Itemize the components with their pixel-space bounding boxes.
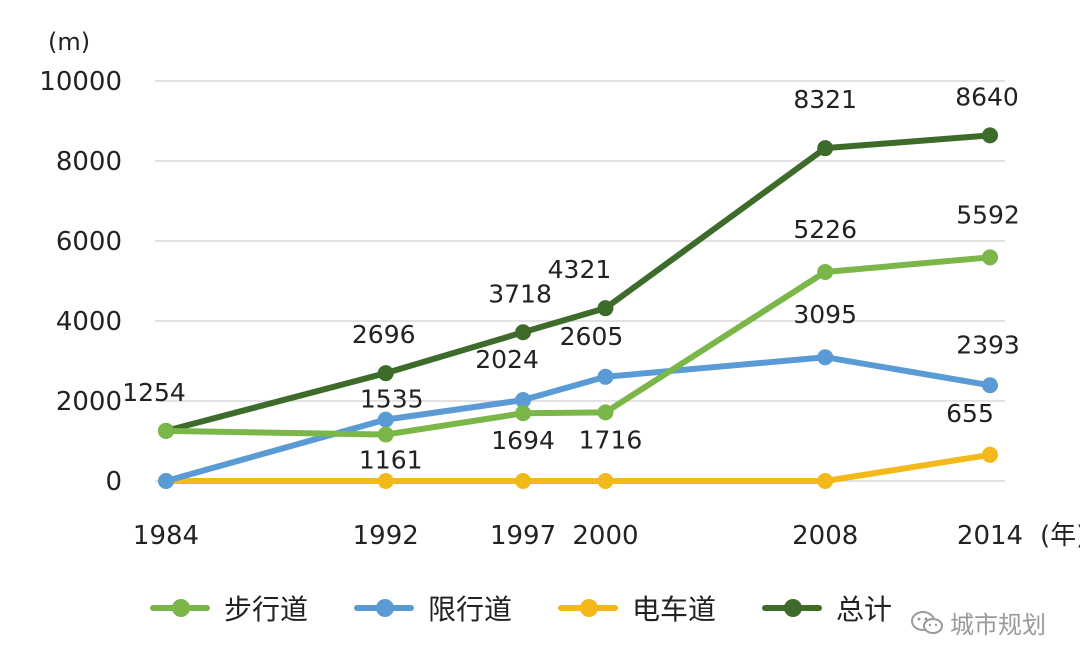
data-label-restricted-road: 2024 (475, 345, 539, 374)
data-label-total: 8640 (955, 82, 1019, 111)
legend-label: 电车道 (632, 593, 717, 626)
legend-label: 步行道 (224, 593, 309, 626)
data-point-walkway (515, 405, 532, 422)
series-line-restricted-road (163, 354, 993, 484)
data-point-walkway (377, 426, 394, 443)
data-label-restricted-road: 2393 (956, 330, 1020, 359)
y-tick-labels: 0 2000 4000 6000 8000 10000 (39, 67, 122, 497)
watermark: 城市规划 (910, 605, 1046, 640)
data-point-tram-road (817, 473, 834, 489)
legend-swatch (354, 599, 415, 617)
legend-swatch (762, 599, 823, 617)
x-tick-labels: 1984 1992 1997 2000 2008 2014 (年) (133, 521, 1080, 551)
data-point-total (817, 140, 834, 157)
y-unit-label: (m) (48, 28, 90, 56)
legend-label: 总计 (836, 593, 893, 626)
y-tick-label: 8000 (56, 147, 122, 177)
legend-item-restricted-road: 限行道 (354, 588, 512, 628)
wechat-icon (911, 610, 943, 634)
legend-item-walkway: 步行道 (150, 588, 308, 628)
series-points (158, 127, 998, 489)
data-point-walkway (982, 249, 998, 266)
legend-item-tram-road: 电车道 (558, 588, 716, 628)
gridlines (155, 80, 1005, 482)
data-point-walkway (158, 422, 174, 439)
data-point-restricted-road (377, 411, 394, 428)
data-label-tram-road: 655 (946, 399, 994, 428)
y-tick-label: 10000 (39, 67, 122, 97)
y-tick-label: 4000 (56, 307, 122, 337)
data-point-tram-road (377, 473, 394, 489)
x-tick-label: 2000 (572, 521, 638, 551)
legend-label: 限行道 (428, 593, 513, 626)
legend-swatch (558, 599, 619, 617)
data-label-total: 1254 (122, 378, 186, 407)
legend-marker (172, 599, 190, 617)
data-label-walkway: 1694 (491, 426, 555, 455)
y-tick-label: 6000 (56, 227, 122, 257)
data-point-total (597, 300, 614, 317)
series-line-walkway (163, 254, 993, 438)
data-label-restricted-road: 2605 (560, 322, 624, 351)
data-point-tram-road (597, 473, 614, 489)
x-tick-label: 2008 (792, 521, 858, 551)
data-point-tram-road (515, 473, 532, 489)
data-point-restricted-road (982, 377, 998, 394)
x-tick-label: 1984 (133, 521, 199, 551)
series-line-total (163, 132, 993, 434)
data-point-total (377, 365, 394, 382)
series-line-tram-road (163, 451, 993, 484)
legend-swatch (150, 599, 210, 617)
watermark-text: 城市规划 (950, 611, 1046, 639)
legend-item-total: 总计 (762, 588, 892, 628)
x-tick-label: 2014 (957, 521, 1023, 551)
data-label-total: 8321 (793, 85, 857, 114)
data-point-restricted-road (597, 368, 614, 385)
data-label-walkway: 5592 (956, 200, 1020, 229)
legend: 步行道 限行道 电车道 总计 (150, 586, 938, 630)
data-label-walkway: 5226 (793, 215, 857, 244)
series-lines (163, 132, 993, 484)
legend-marker (376, 599, 395, 617)
x-tick-label: 1992 (353, 521, 419, 551)
legend-marker (580, 599, 599, 617)
data-point-walkway (597, 404, 614, 421)
data-label-total: 3718 (488, 279, 552, 308)
line-chart: (m) 0 2000 4000 6000 8000 10000 1984 1992 1997 2… (39, 28, 1080, 551)
data-label-restricted-road: 1535 (360, 385, 424, 414)
data-point-restricted-road (515, 392, 532, 409)
legend-marker (784, 599, 803, 617)
data-point-total (515, 324, 532, 341)
data-label-walkway: 1161 (359, 446, 423, 475)
data-point-walkway (817, 263, 834, 280)
data-label-total: 4321 (548, 255, 612, 284)
data-point-restricted-road (817, 349, 834, 366)
data-point-total (982, 127, 998, 144)
x-axis-unit: (年) (1040, 521, 1080, 551)
data-label-total: 2696 (352, 320, 416, 349)
data-point-restricted-road (158, 473, 174, 489)
y-tick-label: 2000 (56, 387, 122, 417)
data-label-walkway: 1716 (579, 425, 643, 454)
y-tick-label: 0 (105, 467, 122, 497)
data-point-tram-road (982, 446, 998, 463)
data-label-restricted-road: 3095 (793, 300, 857, 329)
x-tick-label: 1997 (490, 521, 556, 551)
